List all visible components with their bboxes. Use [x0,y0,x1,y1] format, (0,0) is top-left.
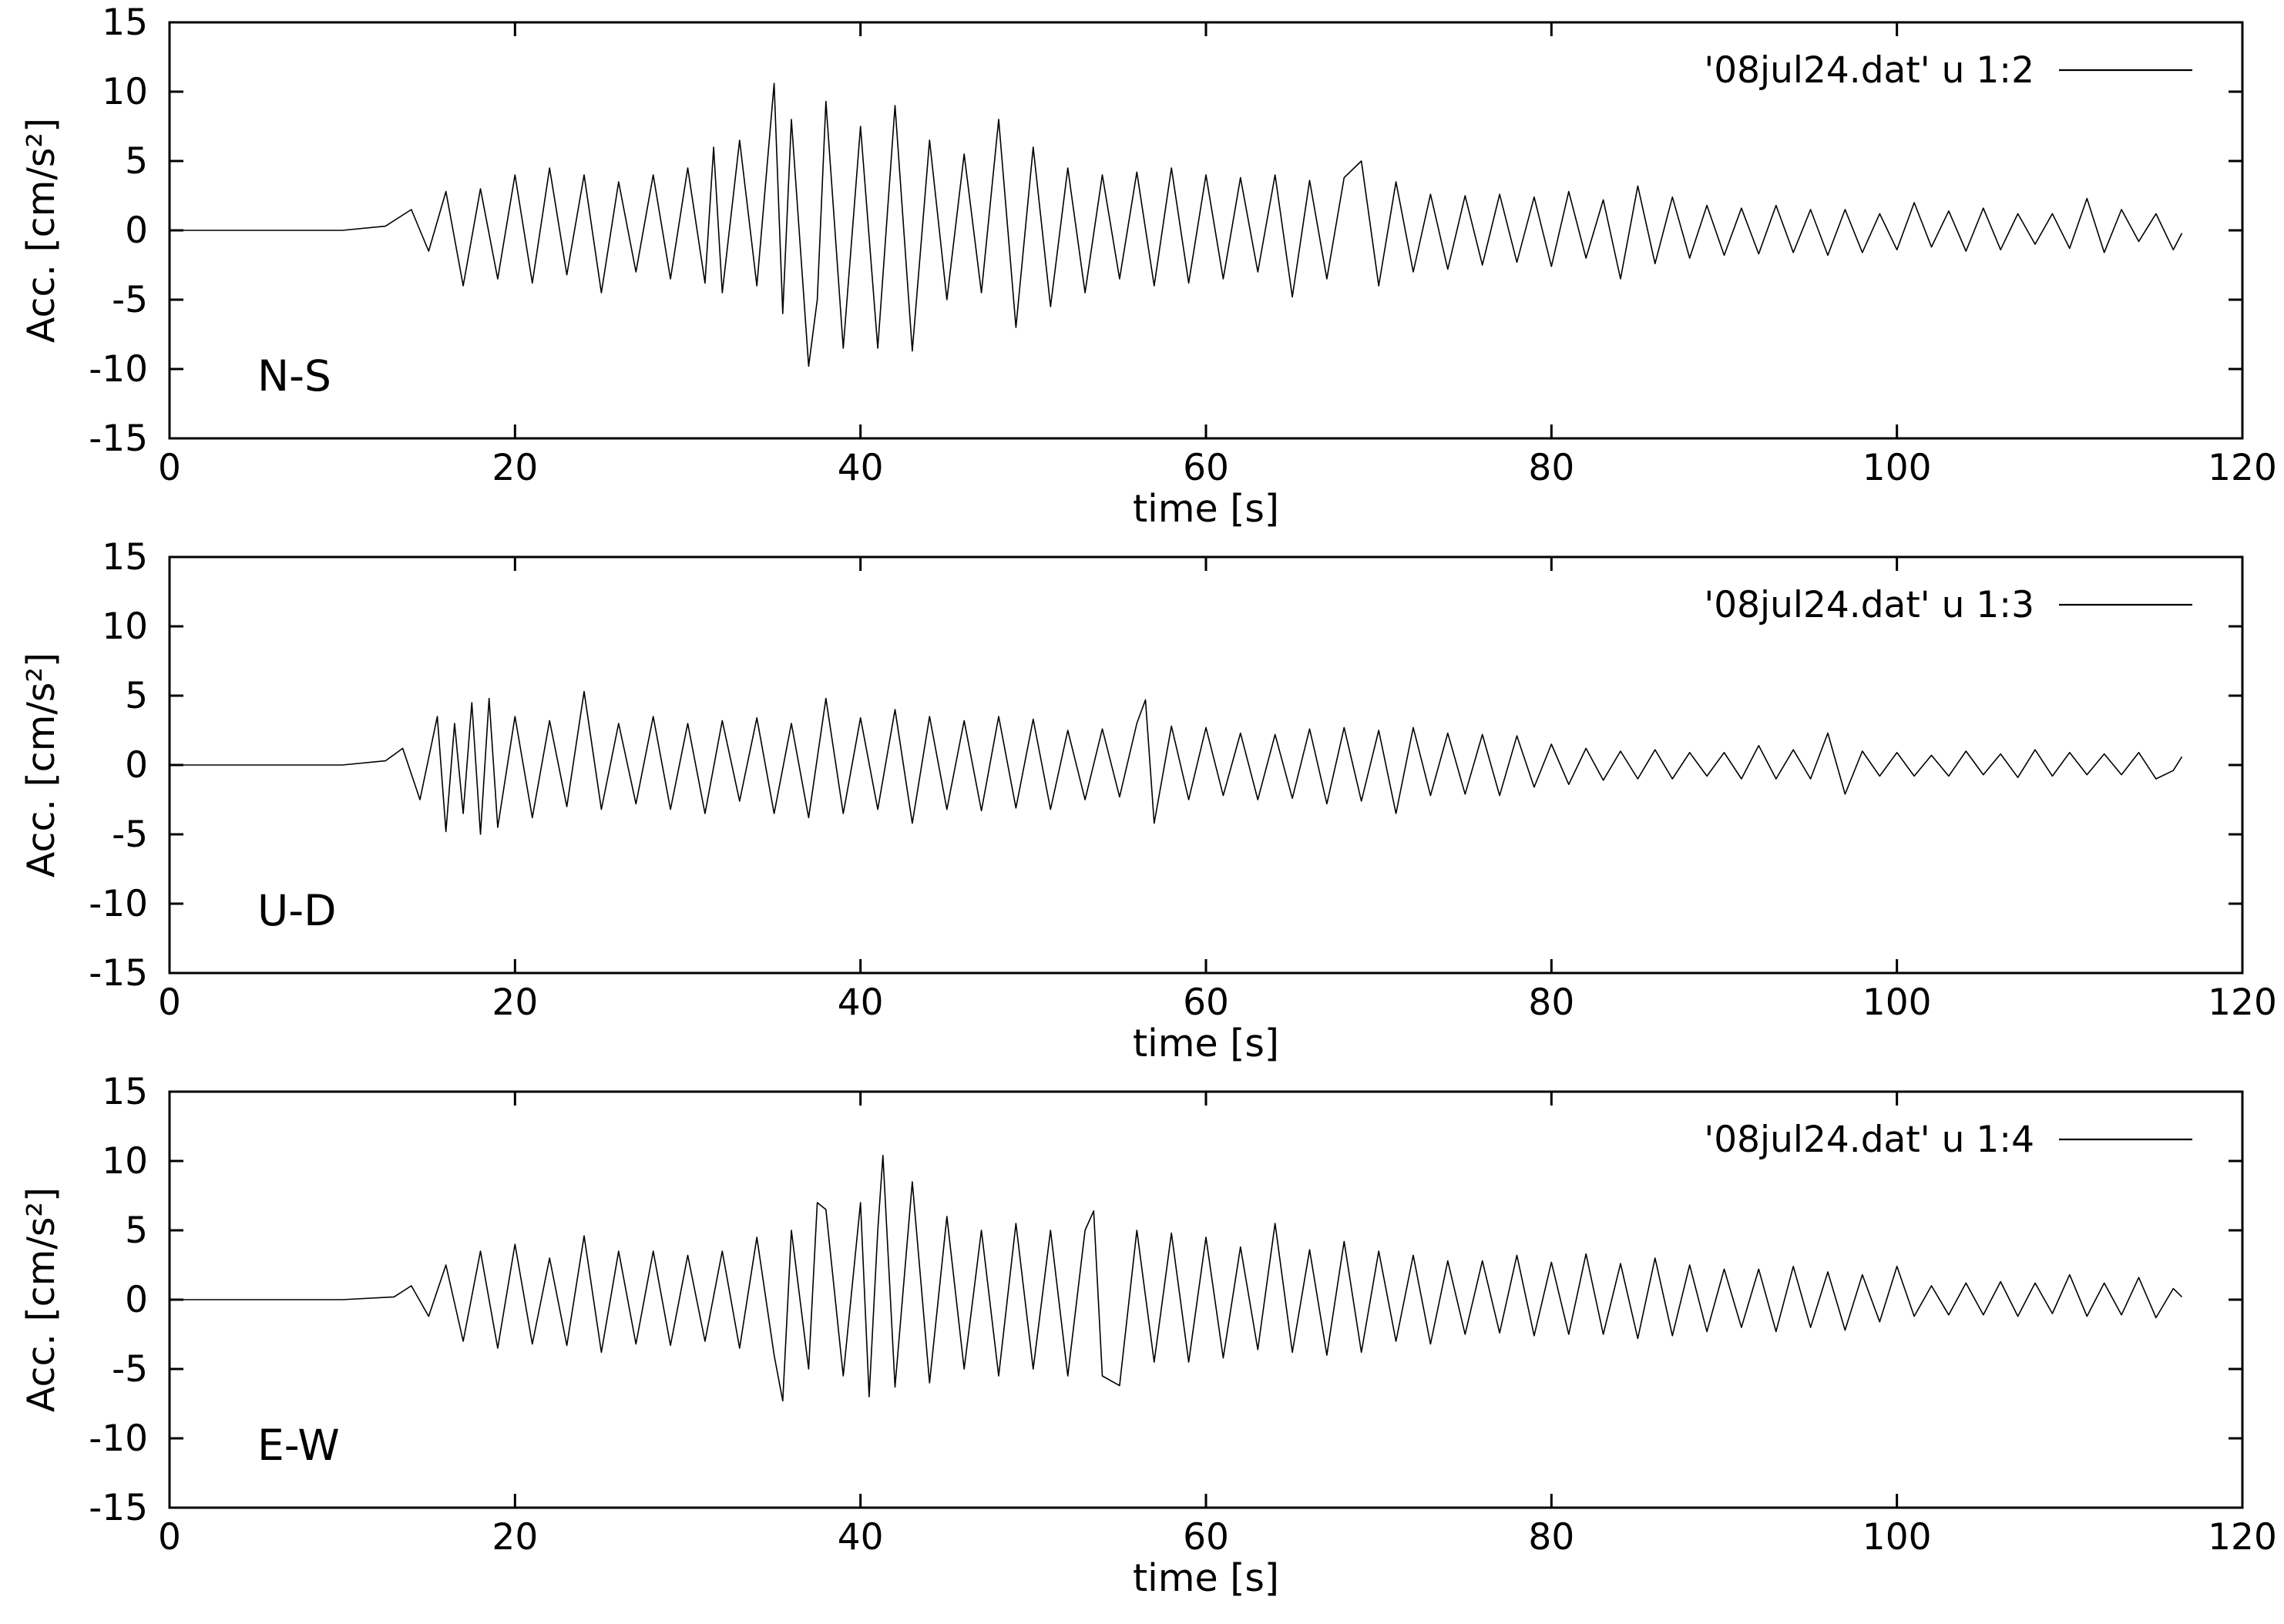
y-tick-label: 5 [125,140,148,183]
x-tick-label: 80 [1528,1516,1574,1559]
y-tick-label: -5 [112,814,148,856]
series-line [170,690,2183,835]
x-tick-label: 60 [1183,981,1229,1024]
x-tick-label: 80 [1528,981,1574,1024]
legend-label: '08jul24.dat' u 1:4 [1704,1119,2034,1161]
x-tick-label: 80 [1528,447,1574,489]
x-tick-label: 0 [158,1516,181,1559]
y-tick-label: 10 [102,1140,148,1183]
x-axis-label: time [s] [1133,1556,1279,1600]
x-tick-label: 120 [2208,447,2277,489]
y-tick-label: 0 [125,210,148,252]
y-tick-label: 5 [125,675,148,717]
y-tick-label: -15 [89,1487,148,1529]
x-tick-label: 0 [158,981,181,1024]
panel-label: E-W [257,1421,340,1470]
chart-panel-n-s: 0 20 40 60 80 100 120 -15 -10 -5 0 5 10 15 time [s] Acc… [19,2,2277,531]
x-tick-label: 100 [1862,447,1932,489]
x-tick-label: 120 [2208,1516,2277,1559]
y-tick-label: 0 [125,1279,148,1321]
x-tick-label: 40 [838,1516,884,1559]
y-axis-label: Acc. [cm/s²] [19,1187,63,1412]
x-tick-label: 40 [838,981,884,1024]
x-tick-label: 100 [1862,981,1932,1024]
series-line [170,1155,2183,1402]
chart-panel-u-d: 0 20 40 60 80 100 120 -15 -10 -5 0 5 10 15 time [s] Acc… [19,536,2277,1065]
x-axis-label: time [s] [1133,1022,1279,1065]
y-tick-label: 15 [102,536,148,579]
legend-label: '08jul24.dat' u 1:3 [1704,584,2034,626]
panel-label: U-D [257,886,336,935]
y-tick-label: 10 [102,71,148,113]
x-tick-label: 0 [158,447,181,489]
y-tick-label: 10 [102,606,148,648]
y-axis-label: Acc. [cm/s²] [19,118,63,343]
y-tick-label: -5 [112,1348,148,1391]
y-tick-label: -15 [89,418,148,460]
y-tick-label: -15 [89,952,148,995]
y-tick-label: -10 [89,348,148,391]
x-tick-label: 60 [1183,447,1229,489]
x-tick-label: 100 [1862,1516,1932,1559]
y-tick-label: 15 [102,2,148,44]
x-tick-label: 20 [492,447,538,489]
x-tick-label: 20 [492,1516,538,1559]
y-tick-label: -10 [89,1418,148,1460]
legend-label: '08jul24.dat' u 1:2 [1704,49,2034,92]
x-tick-label: 60 [1183,1516,1229,1559]
x-tick-label: 120 [2208,981,2277,1024]
x-tick-label: 20 [492,981,538,1024]
y-tick-label: 0 [125,744,148,787]
series-line [170,82,2183,367]
y-tick-label: -5 [112,279,148,321]
x-tick-label: 40 [838,447,884,489]
y-axis-label: Acc. [cm/s²] [19,653,63,877]
x-axis-label: time [s] [1133,487,1279,531]
chart-panel-e-w: 0 20 40 60 80 100 120 -15 -10 -5 0 5 10 15 time [s] Acc… [19,1071,2277,1600]
y-tick-label: -10 [89,883,148,925]
y-tick-label: 15 [102,1071,148,1113]
y-tick-label: 5 [125,1210,148,1252]
panel-label: N-S [257,351,331,401]
